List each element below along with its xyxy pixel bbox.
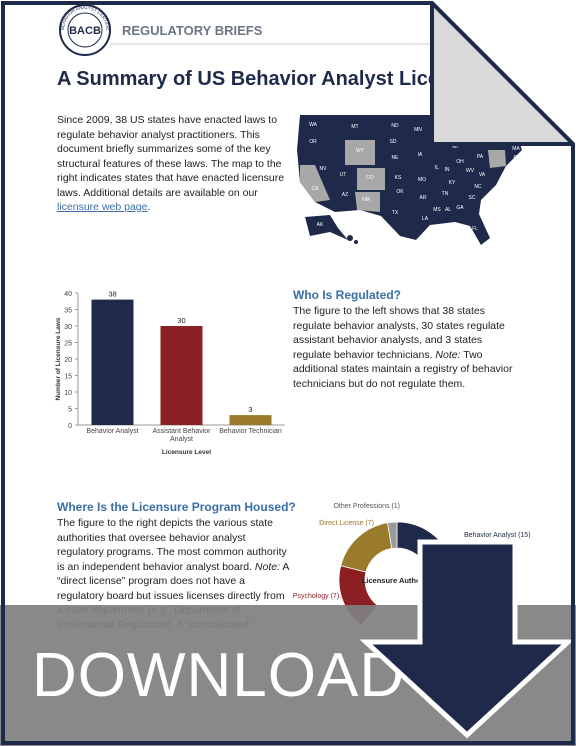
state-label: RI xyxy=(514,155,519,161)
logo-ring xyxy=(67,12,103,48)
bar xyxy=(229,415,272,425)
alaska xyxy=(305,215,348,240)
value-label: 3 xyxy=(248,405,252,414)
state-label: MS xyxy=(433,207,441,213)
page-fold xyxy=(430,1,575,146)
state-label: AR xyxy=(420,195,427,201)
state-label: VA xyxy=(479,172,486,178)
gray-state xyxy=(355,192,380,212)
x-tick-label: Behavior Analyst xyxy=(86,428,139,435)
gray-state xyxy=(488,150,506,168)
state-label: KY xyxy=(449,180,456,186)
state-label: IA xyxy=(418,152,423,158)
hawaii xyxy=(347,235,353,241)
state-label: MT xyxy=(351,124,358,130)
y-tick-label: 0 xyxy=(68,423,72,430)
state-label: MI xyxy=(452,144,458,150)
link[interactable]: licensure web page xyxy=(57,201,148,213)
gray-state xyxy=(345,140,375,165)
state-label: SC xyxy=(469,195,476,201)
y-axis-title: Number of Licensure Laws xyxy=(55,317,62,400)
state-label: MA xyxy=(512,146,520,152)
state-label: NM xyxy=(362,197,370,203)
segment-label: Other Professions (1) xyxy=(333,503,400,510)
state-label: PA xyxy=(477,154,484,160)
state-label: MO xyxy=(418,177,426,183)
segment-label: Behavior Analyst (15) xyxy=(464,532,531,539)
y-tick-label: 5 xyxy=(68,407,72,414)
state-label: AK xyxy=(317,222,324,228)
state-label: OK xyxy=(396,189,404,195)
download-arrow[interactable] xyxy=(359,539,575,739)
state-label: KS xyxy=(395,175,402,181)
y-tick-label: 10 xyxy=(64,390,72,397)
state-label: UT xyxy=(340,172,347,178)
state-label: CA xyxy=(312,186,320,192)
text: The figure to the right depicts the vari… xyxy=(57,517,287,573)
y-tick-label: 30 xyxy=(64,324,72,331)
state-label: NV xyxy=(320,166,328,172)
state-label: FL xyxy=(472,226,478,232)
state-label: TX xyxy=(392,210,399,216)
gray-state xyxy=(300,165,330,202)
x-axis-title: Licensure Level xyxy=(162,449,211,456)
intro: Since 2009, 38 US states have enacted la… xyxy=(57,113,289,215)
value-label: 30 xyxy=(177,316,185,325)
state-label: ND xyxy=(391,123,399,129)
state-label: AZ xyxy=(342,192,348,198)
y-tick-label: 20 xyxy=(64,357,72,364)
logo-text: BACB xyxy=(69,25,101,37)
y-tick-label: 15 xyxy=(64,374,72,381)
text: Since 2009, 38 US states have enacted la… xyxy=(57,114,285,199)
state-label: AL xyxy=(445,207,451,213)
state-label: LA xyxy=(422,216,429,222)
y-tick-label: 40 xyxy=(64,291,72,298)
text: The figure to the left shows that 38 sta… xyxy=(293,305,505,361)
bar xyxy=(91,299,134,425)
segment-label: Psychology (7)... xyxy=(293,593,345,600)
hawaii xyxy=(354,240,358,244)
heading: Who Is Regulated? xyxy=(293,288,401,302)
state-label: IN xyxy=(445,167,450,173)
title: A Summary of US Behavior Analyst Licensu… xyxy=(57,68,494,90)
state-label: NC xyxy=(474,184,482,190)
y-tick-label: 35 xyxy=(64,308,72,315)
state-label: GA xyxy=(456,205,464,211)
state-label: MN xyxy=(414,127,422,133)
state-label: WA xyxy=(309,122,318,128)
note: Note: xyxy=(435,348,461,361)
state-label: WY xyxy=(356,148,365,154)
note: Note: xyxy=(254,560,280,573)
map: WAORMTNDMNSDWYNVUTCONEKSIAILMOWIMIINOHKY… xyxy=(297,115,522,245)
state-label: OR xyxy=(309,139,317,145)
x-tick-label: Assistant Behavior Analyst xyxy=(152,428,211,443)
state-label: SD xyxy=(390,139,397,145)
x-tick-label: Behavior Technician xyxy=(219,428,282,435)
text: Two additional states maintain a registr… xyxy=(293,348,513,390)
state-label: TN xyxy=(442,191,449,197)
value-label: 38 xyxy=(108,290,116,299)
heading: Where Is the Licensure Program Housed? xyxy=(57,500,296,514)
section-label: REGULATORY BRIEFS xyxy=(122,23,263,38)
state-label: CO xyxy=(366,175,374,181)
text: . xyxy=(147,201,151,213)
state-label: IL xyxy=(435,165,439,171)
gray-state xyxy=(357,168,385,190)
state-label: HI xyxy=(354,230,359,236)
segment-label: Direct License (7) xyxy=(319,520,374,527)
bar xyxy=(160,326,203,425)
center-label: Licensure Authority xyxy=(362,576,433,585)
paragraph: The figure to the left shows that 38 sta… xyxy=(293,304,521,391)
state-label: NE xyxy=(392,155,400,161)
y-tick-label: 25 xyxy=(64,341,72,348)
download-label[interactable]: DOWNLOAD xyxy=(32,641,406,710)
state-label: OH xyxy=(456,159,464,165)
state-label: WV xyxy=(466,168,475,174)
bar-chart: 0 5 10 15 20 25 30 35 40 Number of Licensure Laws… xyxy=(55,290,285,456)
fold-cut xyxy=(434,0,576,142)
